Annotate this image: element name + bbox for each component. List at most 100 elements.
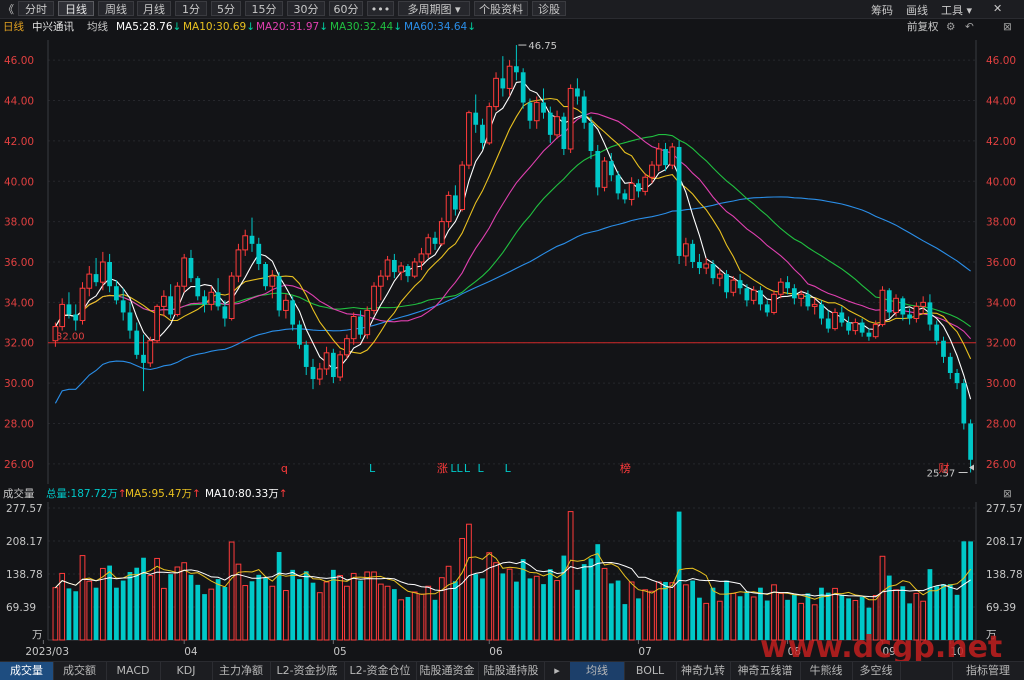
- indicator-tab-11[interactable]: BOLL: [624, 662, 677, 680]
- volume-bar: [703, 602, 710, 641]
- candle-body: [533, 102, 540, 122]
- indicator-tab-17[interactable]: 指标管理: [952, 662, 1024, 680]
- period-tab-1[interactable]: 日线: [58, 1, 94, 16]
- period-tab-9[interactable]: •••: [367, 1, 394, 16]
- indicator-tabs: 成交量 成交额 MACD KDJ 主力净额 L2-资金抄底 L2-资金仓位 陆股通资金 陆股通持…: [0, 661, 1024, 680]
- volume-close-icon[interactable]: ⊠: [1003, 488, 1012, 500]
- date-label: 09: [882, 646, 895, 658]
- price-tick-right: 30.00: [986, 378, 1016, 390]
- period-tab-10[interactable]: 多周期图 ▾: [398, 1, 470, 16]
- volume-bar: [411, 591, 418, 641]
- period-tab-0[interactable]: 分时: [18, 1, 54, 16]
- volume-bar: [730, 592, 737, 641]
- volume-bar: [195, 584, 201, 640]
- indicator-tab-12[interactable]: 神奇九转: [676, 662, 731, 680]
- volume-bar: [52, 587, 59, 641]
- candle-body: [859, 322, 865, 333]
- indicator-tab-2[interactable]: MACD: [106, 662, 161, 680]
- candle-body: [636, 183, 641, 192]
- indicator-tab-13[interactable]: 神奇五线谱: [730, 662, 801, 680]
- back-icon[interactable]: 《: [3, 3, 14, 16]
- indicator-tab-15[interactable]: 多空线: [852, 662, 901, 680]
- candle-body: [690, 243, 696, 262]
- period-tab-12[interactable]: 诊股: [532, 1, 566, 16]
- close-panel-icon[interactable]: ⊠: [1003, 21, 1012, 33]
- ma60-value: MA60:34.64↓: [404, 21, 477, 33]
- period-tab-4[interactable]: 1分: [175, 1, 207, 16]
- price-tick-left: 38.00: [4, 217, 34, 229]
- period-tab-7[interactable]: 30分: [287, 1, 325, 16]
- volume-title: 成交量: [3, 488, 35, 500]
- candle-body: [344, 338, 350, 356]
- price-tick-left: 42.00: [4, 136, 34, 148]
- settings-icon[interactable]: ⚙: [946, 21, 956, 33]
- candle-body: [913, 305, 920, 320]
- candle-body: [893, 297, 899, 313]
- volume-bar: [79, 555, 86, 641]
- candle-body: [242, 235, 249, 251]
- period-tab-2[interactable]: 周线: [98, 1, 134, 16]
- indicator-tab-10[interactable]: 均线: [570, 662, 625, 680]
- candle-body: [384, 259, 391, 277]
- period-tab-11[interactable]: 个股资料: [474, 1, 528, 16]
- volume-chart[interactable]: 277.57 277.57 208.17 208.17 138.78 138.78 69.3…: [0, 502, 1024, 661]
- volume-bar: [520, 559, 526, 640]
- candlestick-chart[interactable]: 46.00 46.00 44.00 44.00 42.00 42.00 40.00 40.00…: [0, 36, 1024, 486]
- candle-body: [608, 161, 614, 176]
- period-tab-3[interactable]: 月线: [137, 1, 171, 16]
- candle-body: [188, 257, 194, 279]
- candle-body: [195, 278, 201, 297]
- indicator-tab-3[interactable]: KDJ: [160, 662, 213, 680]
- tools-dropdown[interactable]: 工具 ▾: [941, 4, 973, 17]
- candle-body: [127, 312, 133, 331]
- indicator-tab-14[interactable]: 牛熊线: [800, 662, 853, 680]
- indicator-tab-8[interactable]: 陆股通持股: [478, 662, 545, 680]
- event-marker: 榜: [620, 461, 631, 475]
- volume-bar: [533, 575, 540, 641]
- volume-bar: [371, 571, 377, 641]
- price-tick-right: 42.00: [986, 136, 1016, 148]
- candle-body: [486, 106, 493, 144]
- volume-bar: [160, 587, 167, 641]
- period-tab-6[interactable]: 15分: [245, 1, 283, 16]
- candle-body: [473, 112, 479, 125]
- volume-bar: [961, 541, 967, 640]
- candle-body: [676, 146, 682, 256]
- indicator-tab-7[interactable]: 陆股通资金: [416, 662, 479, 680]
- event-marker: 财: [938, 461, 949, 475]
- volume-bar: [913, 592, 920, 641]
- indicator-tab-0[interactable]: 成交量: [0, 662, 54, 680]
- undo-icon[interactable]: ↶: [965, 21, 974, 33]
- event-marker: L: [464, 462, 471, 475]
- volume-bar: [927, 569, 933, 640]
- volume-tick-left: 138.78: [6, 569, 43, 581]
- close-icon[interactable]: ✕: [993, 2, 1003, 15]
- candle-body: [716, 273, 723, 279]
- adjust-mode[interactable]: 前复权: [907, 21, 939, 33]
- candle-body: [622, 193, 628, 200]
- candle-body: [710, 264, 716, 279]
- draw-line-button[interactable]: 画线: [906, 4, 928, 17]
- indicator-tab-4[interactable]: 主力净额: [212, 662, 271, 680]
- candle-body: [466, 112, 472, 166]
- candle-body: [323, 352, 330, 370]
- indicator-tab-1[interactable]: 成交额: [53, 662, 107, 680]
- candle-body: [228, 275, 235, 320]
- candle-body: [819, 304, 824, 319]
- candle-body: [832, 311, 838, 330]
- candle-body: [771, 293, 777, 313]
- candle-body: [588, 122, 594, 151]
- volume-bar: [107, 565, 112, 640]
- indicator-tab-9[interactable]: ▸: [544, 662, 571, 680]
- volume-bar: [934, 586, 940, 640]
- date-label: 2023/03: [25, 646, 69, 658]
- candle-body: [52, 326, 59, 342]
- indicator-tab-5[interactable]: L2-资金抄底: [270, 662, 345, 680]
- period-tab-5[interactable]: 5分: [211, 1, 241, 16]
- chips-button[interactable]: 筹码: [871, 4, 893, 17]
- indicator-tab-6[interactable]: L2-资金仓位: [344, 662, 417, 680]
- candle-body: [480, 124, 485, 143]
- indicator-tab-16[interactable]: [900, 662, 953, 680]
- ma-label[interactable]: 均线: [87, 21, 108, 33]
- period-tab-8[interactable]: 60分: [329, 1, 363, 16]
